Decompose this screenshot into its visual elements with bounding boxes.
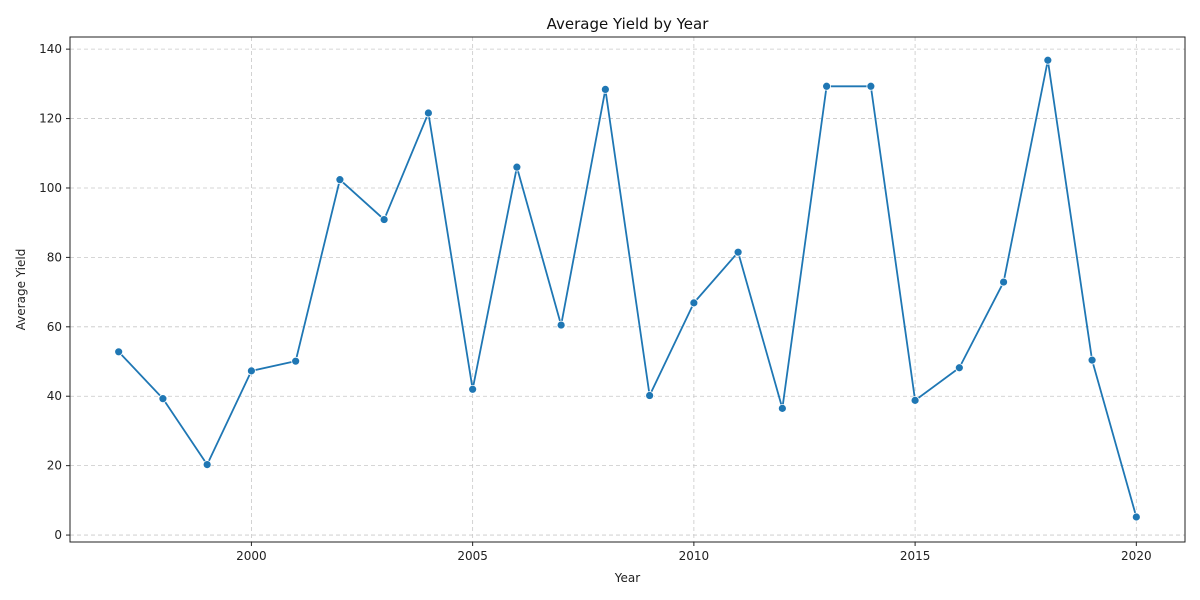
data-point bbox=[158, 394, 168, 404]
data-point bbox=[379, 215, 389, 224]
data-point bbox=[291, 356, 301, 366]
data-point bbox=[423, 108, 433, 118]
x-tick-label: 2020 bbox=[1121, 549, 1152, 563]
data-point bbox=[202, 460, 212, 470]
y-tick-label: 0 bbox=[54, 528, 62, 542]
data-point bbox=[910, 395, 920, 405]
data-point bbox=[114, 347, 124, 357]
plot-frame bbox=[69, 36, 1186, 543]
data-point bbox=[512, 162, 522, 172]
x-tick-label: 2010 bbox=[679, 549, 710, 563]
x-tick-label: 2015 bbox=[900, 549, 931, 563]
axis-ticks: 2000 2005 2010 2015 2020 0 20 40 60 80 100 120 140 bbox=[39, 42, 1152, 563]
series bbox=[114, 55, 1141, 522]
data-point bbox=[733, 247, 743, 257]
x-axis-label: Year bbox=[614, 571, 640, 585]
y-tick-label: 20 bbox=[47, 459, 62, 473]
x-tick-label: 2005 bbox=[457, 549, 488, 563]
data-point bbox=[468, 384, 478, 394]
data-point bbox=[1087, 355, 1097, 365]
y-tick-label: 80 bbox=[47, 250, 62, 264]
data-point bbox=[335, 175, 345, 185]
data-point bbox=[645, 391, 655, 400]
data-point bbox=[1131, 512, 1141, 522]
data-point bbox=[866, 81, 876, 91]
y-axis-label: Average Yield bbox=[14, 249, 28, 331]
data-point bbox=[556, 320, 566, 330]
y-tick-label: 40 bbox=[47, 389, 62, 403]
data-point bbox=[247, 366, 256, 376]
chart-title: Average Yield by Year bbox=[547, 15, 710, 33]
data-point bbox=[822, 81, 832, 91]
grid bbox=[70, 37, 1185, 542]
y-tick-label: 100 bbox=[39, 181, 62, 195]
data-point bbox=[954, 363, 964, 373]
y-tick-label: 60 bbox=[47, 320, 62, 334]
y-tick-label: 120 bbox=[39, 112, 62, 126]
series-line bbox=[118, 59, 1138, 518]
data-point bbox=[689, 298, 699, 308]
y-tick-label: 140 bbox=[39, 42, 62, 56]
x-tick-label: 2000 bbox=[236, 549, 267, 563]
data-point bbox=[777, 403, 787, 413]
data-point bbox=[600, 85, 610, 94]
data-point bbox=[999, 277, 1008, 287]
data-point bbox=[1043, 55, 1053, 65]
